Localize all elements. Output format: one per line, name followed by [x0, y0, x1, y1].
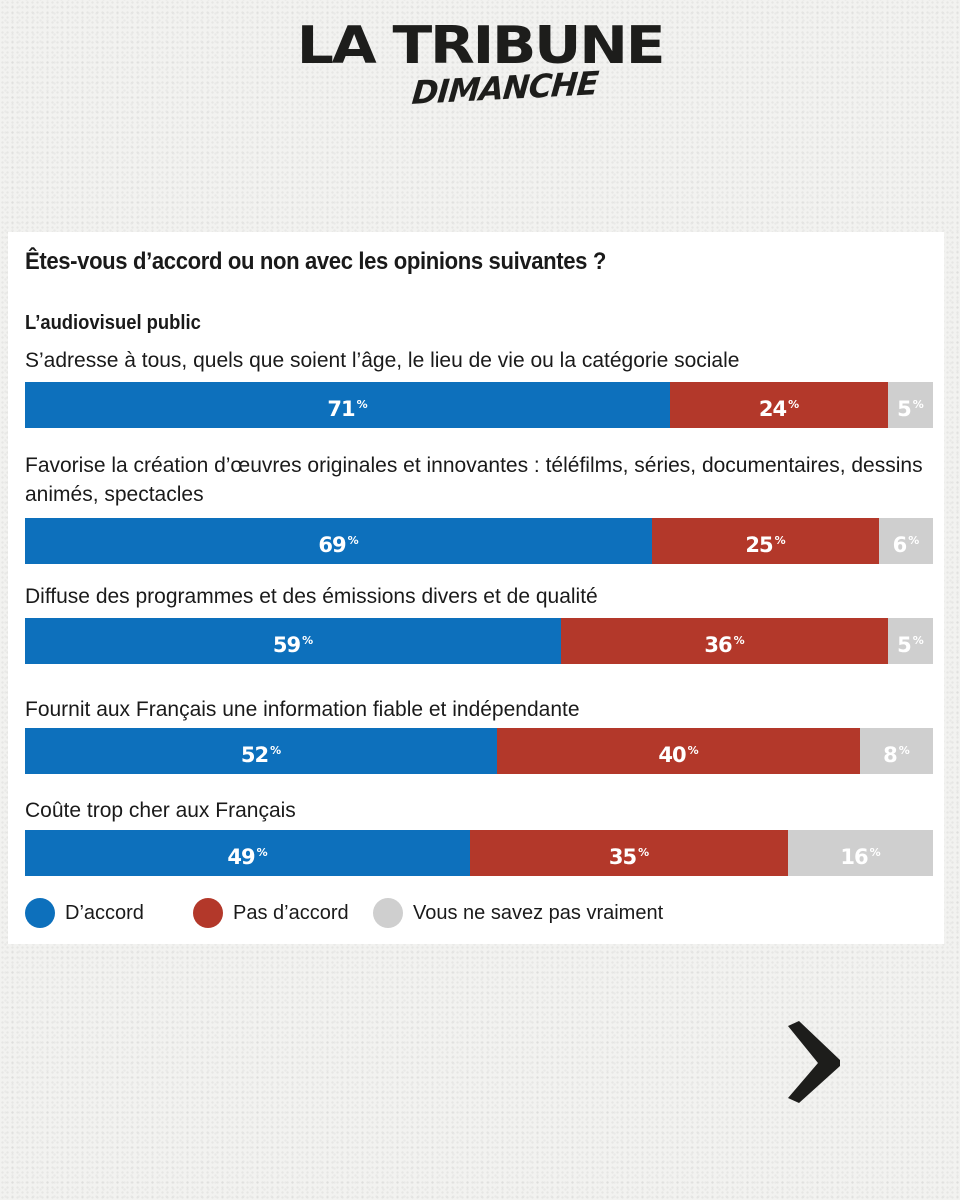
- category-label: Diffuse des programmes et des émissions …: [25, 585, 598, 608]
- category-label: Coûte trop cher aux Français: [25, 799, 296, 822]
- chart-card: [8, 232, 944, 944]
- stacked-bar: 71% 24% 5%: [25, 382, 933, 428]
- chart-title: Êtes-vous d’accord ou non avec les opini…: [25, 248, 606, 275]
- value-label-agree: 59%: [272, 633, 314, 657]
- legend-swatch-dont-know: [373, 898, 403, 928]
- bar-segment-dont-know: [860, 728, 933, 774]
- value-label-dont-know: 5%: [897, 633, 924, 657]
- logo-main-text: LA TRIBUNE: [296, 16, 666, 76]
- value-label-dont-know: 16%: [840, 845, 881, 869]
- stacked-bar: 59% 36% 5%: [25, 618, 933, 664]
- legend-swatch-agree: [25, 898, 55, 928]
- value-label-disagree: 40%: [658, 743, 699, 767]
- legend-label-agree: D’accord: [65, 902, 144, 924]
- value-label-dont-know: 5%: [897, 397, 924, 421]
- value-label-dont-know: 6%: [892, 533, 920, 557]
- chevron-right-icon[interactable]: [786, 1020, 842, 1104]
- value-label-disagree: 35%: [608, 845, 650, 869]
- bar-segment-agree: [25, 382, 670, 428]
- value-label-agree: 69%: [318, 533, 359, 557]
- chart-subtitle: L’audiovisuel public: [25, 312, 201, 334]
- bar-segment-disagree: [670, 382, 888, 428]
- value-label-agree: 49%: [227, 845, 268, 869]
- category-label: Fournit aux Français une information fia…: [25, 698, 580, 721]
- bar-segment-disagree: [652, 518, 879, 564]
- stacked-bar: 52% 40% 8%: [25, 728, 933, 774]
- value-label-disagree: 36%: [704, 633, 745, 657]
- bar-segment-agree: [25, 618, 561, 664]
- legend-swatch-disagree: [193, 898, 223, 928]
- value-label-agree: 71%: [327, 397, 368, 421]
- value-label-disagree: 25%: [745, 533, 786, 557]
- value-label-dont-know: 8%: [883, 743, 910, 767]
- stacked-bar: 69% 25% 6%: [25, 518, 933, 564]
- bar-segment-dont-know: [788, 830, 933, 876]
- value-label-agree: 52%: [240, 743, 282, 767]
- bar-segment-dont-know: [888, 618, 933, 664]
- bar-segment-disagree: [497, 728, 860, 774]
- legend-label-disagree: Pas d’accord: [233, 902, 349, 924]
- value-label-disagree: 24%: [758, 397, 800, 421]
- bar-segment-agree: [25, 728, 497, 774]
- logo-sub-text: DIMANCHE: [410, 64, 600, 112]
- bar-segment-agree: [25, 830, 470, 876]
- bar-segment-agree: [25, 518, 652, 564]
- bar-segment-dont-know: [888, 382, 933, 428]
- stacked-bar: 49% 35% 16%: [25, 830, 933, 876]
- bar-segment-disagree: [561, 618, 888, 664]
- category-label: S’adresse à tous, quels que soient l’âge…: [25, 349, 740, 372]
- chart-legend: D’accord Pas d’accord Vous ne savez pas …: [25, 896, 725, 932]
- category-label: Favorise la création d’œuvres originales…: [25, 454, 923, 506]
- bar-segment-dont-know: [879, 518, 933, 564]
- logo: LA TRIBUNE DIMANCHE: [0, 16, 960, 112]
- bar-segment-disagree: [470, 830, 788, 876]
- legend-label-dont-know: Vous ne savez pas vraiment: [413, 902, 664, 924]
